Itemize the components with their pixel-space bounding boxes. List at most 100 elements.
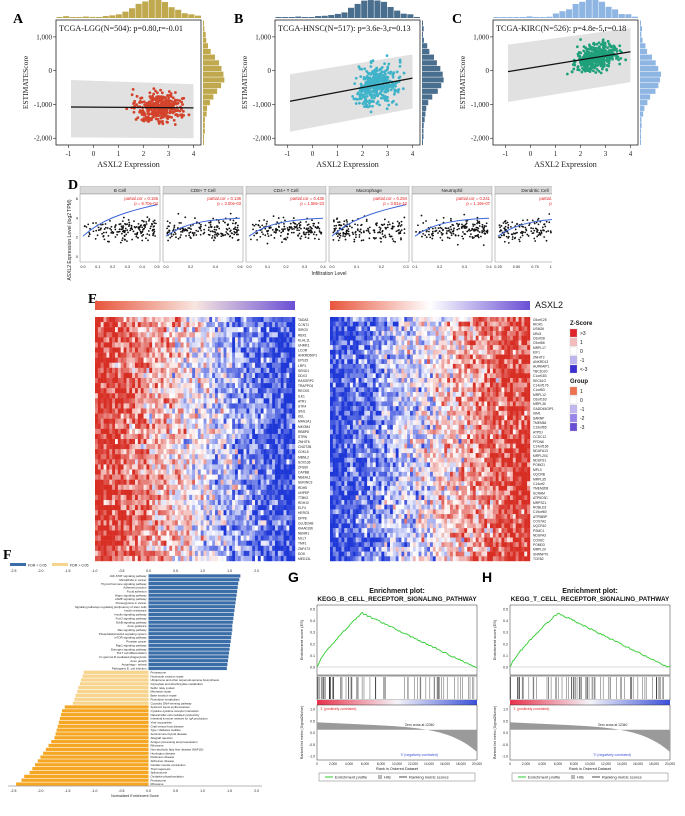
heat-cell: [169, 362, 173, 369]
data-point: [380, 237, 382, 240]
heat-cell: [183, 317, 187, 323]
heat-cell: [252, 327, 256, 333]
heat-cell: [143, 449, 147, 455]
heat-cell: [135, 449, 139, 455]
heat-cell: [232, 433, 236, 440]
data-point: [302, 232, 305, 234]
heat-cell: [140, 347, 144, 353]
heat-cell: [235, 423, 239, 430]
y-tick-label: -1,000: [253, 101, 272, 109]
heat-cell: [260, 484, 264, 491]
right-histogram-bar: [640, 83, 659, 89]
heat-cell: [246, 408, 250, 414]
heat-cell: [169, 428, 173, 435]
heat-cell: [286, 418, 290, 424]
heat-cell: [175, 489, 179, 496]
heat-cell: [263, 423, 267, 430]
heat-cell: [237, 317, 241, 323]
heat-cell: [112, 337, 116, 343]
heat-cell: [257, 454, 261, 460]
heat-cell: [286, 474, 290, 480]
heat-cell: [206, 337, 210, 343]
data-point: [424, 234, 427, 237]
heat-cell: [177, 433, 181, 440]
heat-cell: [180, 357, 184, 363]
heat-cell: [212, 464, 216, 470]
data-point: [421, 235, 423, 238]
heat-cell: [275, 352, 279, 358]
heat-cell: [200, 459, 204, 465]
heat-cell: [240, 337, 244, 343]
heat-cell: [192, 352, 196, 358]
heat-cell: [266, 494, 270, 501]
heat-cell: [115, 393, 119, 399]
heat-cell: [180, 484, 184, 491]
heat-cell: [169, 433, 173, 440]
y-tick-label: 0: [49, 67, 53, 75]
heat-cell: [100, 398, 104, 404]
data-point: [367, 72, 371, 76]
heat-cell: [109, 337, 113, 343]
heat-cell: [206, 423, 210, 430]
data-point: [286, 236, 289, 239]
heat-cell: [129, 347, 133, 353]
heat-cell: [263, 367, 267, 374]
heat-cell: [186, 393, 190, 399]
heat-cell: [117, 489, 121, 496]
heat-cell: [229, 408, 233, 414]
heat-cell: [100, 408, 104, 414]
heat-cell: [135, 494, 139, 501]
heat-cell: [255, 479, 259, 485]
heat-cell: [97, 352, 101, 358]
heat-cell: [232, 423, 236, 430]
heat-cell: [132, 383, 136, 389]
heat-cell: [180, 494, 184, 501]
data-point: [499, 236, 502, 239]
data-point: [576, 52, 580, 56]
heat-cell: [260, 439, 264, 445]
data-point: [166, 117, 170, 120]
heat-cell: [266, 423, 270, 430]
heat-cell: [132, 403, 136, 409]
data-point: [383, 75, 387, 79]
data-point: [300, 227, 302, 230]
heat-cell: [183, 454, 187, 460]
data-point: [471, 236, 474, 238]
heat-cell: [237, 357, 241, 363]
heat-cell: [240, 479, 244, 485]
heat-cell: [232, 494, 236, 501]
heat-cell: [266, 408, 270, 414]
heat-cell: [289, 337, 293, 343]
heat-cell: [197, 433, 201, 440]
right-histogram-bar: [640, 48, 648, 55]
heat-cell: [269, 322, 273, 328]
heat-cell: [143, 423, 147, 430]
heat-cell: [120, 418, 124, 424]
heat-cell: [269, 464, 273, 470]
heat-cell: [269, 459, 273, 465]
heat-cell: [117, 393, 121, 399]
heat-cell: [120, 342, 124, 348]
heat-cell: [266, 378, 270, 384]
heat-cell: [243, 423, 247, 430]
heat-cell: [195, 408, 199, 414]
heat-cell: [200, 413, 204, 419]
heat-cell: [123, 342, 127, 348]
heat-cell: [237, 342, 241, 348]
heat-cell: [129, 383, 133, 389]
heat-cell: [209, 459, 213, 465]
heat-cell: [195, 393, 199, 399]
heat-cell: [160, 494, 164, 501]
data-point: [379, 87, 383, 91]
heat-cell: [120, 362, 124, 369]
heat-cell: [232, 327, 236, 333]
heat-cell: [183, 489, 187, 496]
heat-cell: [263, 444, 267, 450]
heat-cell: [215, 484, 219, 491]
heat-cell: [206, 372, 210, 379]
heat-cell: [95, 500, 99, 506]
heat-cell: [269, 352, 273, 358]
data-point: [503, 227, 506, 230]
heat-cell: [197, 459, 201, 465]
heat-cell: [229, 388, 233, 394]
